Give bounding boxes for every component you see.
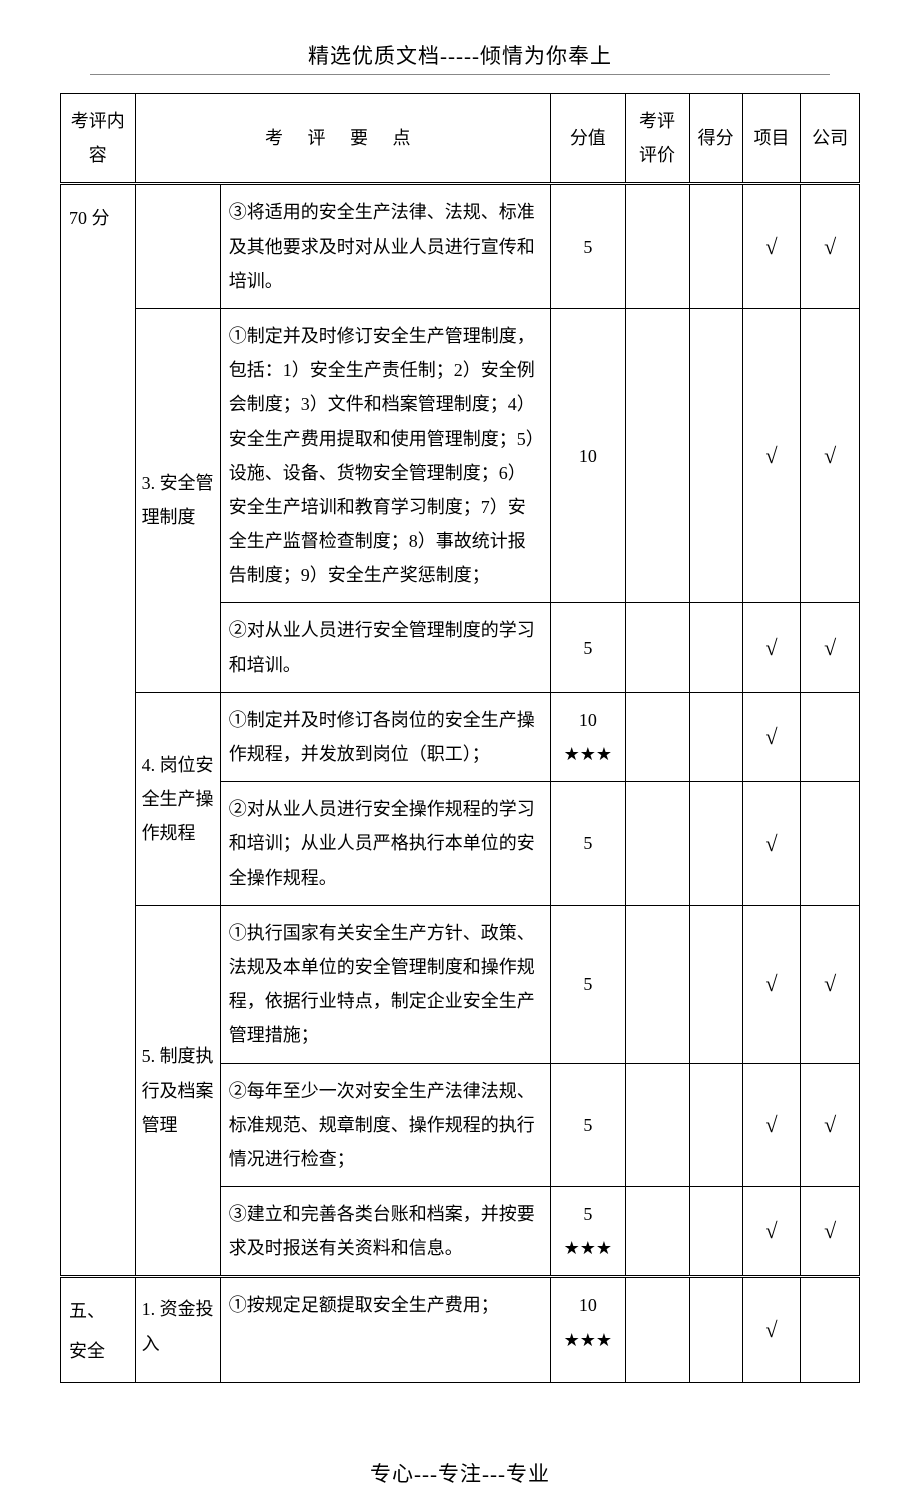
col-header-fz: 分值 xyxy=(551,94,626,184)
cell-xm-check: √ xyxy=(742,692,801,781)
cell-kpnr-70: 70 分 xyxy=(61,184,136,1277)
cell-gs-check: √ xyxy=(801,905,860,1063)
kpnr-line1: 五、 xyxy=(69,1292,129,1332)
cell-yd: ②对从业人员进行安全管理制度的学习和培训。 xyxy=(220,603,550,692)
cell-gs-check: √ xyxy=(801,1187,860,1277)
page-header-title: 精选优质文档-----倾情为你奉上 xyxy=(60,40,860,70)
fz-value: 10 xyxy=(557,1288,619,1322)
cell-fz-stars: 5 ★★★ xyxy=(551,1187,626,1277)
cell-kppj xyxy=(625,1063,689,1187)
cell-yd: ②每年至少一次对安全生产法律法规、标准规范、规章制度、操作规程的执行情况进行检查… xyxy=(220,1063,550,1187)
cell-fz: 5 xyxy=(551,184,626,309)
page-footer: 专心---专注---专业 xyxy=(60,1458,860,1488)
cell-fz: 5 xyxy=(551,905,626,1063)
cell-df xyxy=(689,603,742,692)
cell-xm-check: √ xyxy=(742,184,801,309)
cell-sub-1zj: 1. 资金投入 xyxy=(135,1277,220,1382)
cell-xm-check: √ xyxy=(742,1187,801,1277)
cell-kppj xyxy=(625,905,689,1063)
cell-gs-check: √ xyxy=(801,1063,860,1187)
star-icon: ★★★ xyxy=(557,737,619,771)
cell-yd: ①按规定足额提取安全生产费用； xyxy=(220,1277,550,1382)
cell-yd: ①制定并及时修订各岗位的安全生产操作规程，并发放到岗位（职工）； xyxy=(220,692,550,781)
cell-fz-stars: 10 ★★★ xyxy=(551,692,626,781)
fz-value: 10 xyxy=(557,703,619,737)
cell-df xyxy=(689,1187,742,1277)
cell-xm-check: √ xyxy=(742,603,801,692)
fz-value: 5 xyxy=(557,1197,619,1231)
col-header-xm: 项目 xyxy=(742,94,801,184)
cell-fz: 5 xyxy=(551,1063,626,1187)
cell-sub-3: 3. 安全管理制度 xyxy=(135,308,220,692)
table-row: 五、 安全 1. 资金投入 ①按规定足额提取安全生产费用； 10 ★★★ √ xyxy=(61,1277,860,1382)
table-header-row: 考评内容 考 评 要 点 分值 考评评价 得分 项目 公司 xyxy=(61,94,860,184)
cell-fz: 10 xyxy=(551,308,626,603)
cell-kppj xyxy=(625,184,689,309)
cell-sub-5: 5. 制度执行及档案管理 xyxy=(135,905,220,1277)
cell-xm-check: √ xyxy=(742,782,801,906)
cell-df xyxy=(689,308,742,603)
cell-xm-check: √ xyxy=(742,1063,801,1187)
cell-gs-check xyxy=(801,782,860,906)
cell-kppj xyxy=(625,1187,689,1277)
cell-yd: ①执行国家有关安全生产方针、政策、法规及本单位的安全管理制度和操作规程，依据行业… xyxy=(220,905,550,1063)
col-header-kppj: 考评评价 xyxy=(625,94,689,184)
cell-df xyxy=(689,184,742,309)
col-header-gs: 公司 xyxy=(801,94,860,184)
cell-df xyxy=(689,692,742,781)
cell-yd: ①制定并及时修订安全生产管理制度，包括：1）安全生产责任制；2）安全例会制度；3… xyxy=(220,308,550,603)
cell-kpnr-5: 五、 安全 xyxy=(61,1277,136,1382)
header-underline xyxy=(90,74,830,75)
col-header-kpyd: 考 评 要 点 xyxy=(135,94,550,184)
col-header-kpnr: 考评内容 xyxy=(61,94,136,184)
cell-kppj xyxy=(625,603,689,692)
col-header-df: 得分 xyxy=(689,94,742,184)
cell-df xyxy=(689,1063,742,1187)
table-row: 5. 制度执行及档案管理 ①执行国家有关安全生产方针、政策、法规及本单位的安全管… xyxy=(61,905,860,1063)
cell-df xyxy=(689,905,742,1063)
cell-df xyxy=(689,782,742,906)
kpnr-line2: 安全 xyxy=(69,1332,129,1372)
evaluation-table: 考评内容 考 评 要 点 分值 考评评价 得分 项目 公司 70 分 ③将适用的… xyxy=(60,93,860,1383)
star-icon: ★★★ xyxy=(557,1231,619,1265)
cell-gs-check: √ xyxy=(801,603,860,692)
cell-yd: ③建立和完善各类台账和档案，并按要求及时报送有关资料和信息。 xyxy=(220,1187,550,1277)
cell-xm-check: √ xyxy=(742,905,801,1063)
star-icon: ★★★ xyxy=(557,1323,619,1357)
cell-xm-check: √ xyxy=(742,1277,801,1382)
cell-yd: ③将适用的安全生产法律、法规、标准及其他要求及时对从业人员进行宣传和培训。 xyxy=(220,184,550,309)
cell-yd: ②对从业人员进行安全操作规程的学习和培训；从业人员严格执行本单位的安全操作规程。 xyxy=(220,782,550,906)
cell-kppj xyxy=(625,1277,689,1382)
table-row: 4. 岗位安全生产操作规程 ①制定并及时修订各岗位的安全生产操作规程，并发放到岗… xyxy=(61,692,860,781)
cell-kppj xyxy=(625,308,689,603)
cell-sub-empty xyxy=(135,184,220,309)
cell-gs-check: √ xyxy=(801,184,860,309)
table-row: 3. 安全管理制度 ①制定并及时修订安全生产管理制度，包括：1）安全生产责任制；… xyxy=(61,308,860,603)
cell-sub-4: 4. 岗位安全生产操作规程 xyxy=(135,692,220,905)
cell-kppj xyxy=(625,692,689,781)
cell-df xyxy=(689,1277,742,1382)
cell-gs-check xyxy=(801,1277,860,1382)
cell-fz: 5 xyxy=(551,603,626,692)
cell-xm-check: √ xyxy=(742,308,801,603)
cell-kppj xyxy=(625,782,689,906)
cell-gs-check xyxy=(801,692,860,781)
cell-gs-check: √ xyxy=(801,308,860,603)
cell-fz-stars: 10 ★★★ xyxy=(551,1277,626,1382)
cell-fz: 5 xyxy=(551,782,626,906)
table-row: 70 分 ③将适用的安全生产法律、法规、标准及其他要求及时对从业人员进行宣传和培… xyxy=(61,184,860,309)
